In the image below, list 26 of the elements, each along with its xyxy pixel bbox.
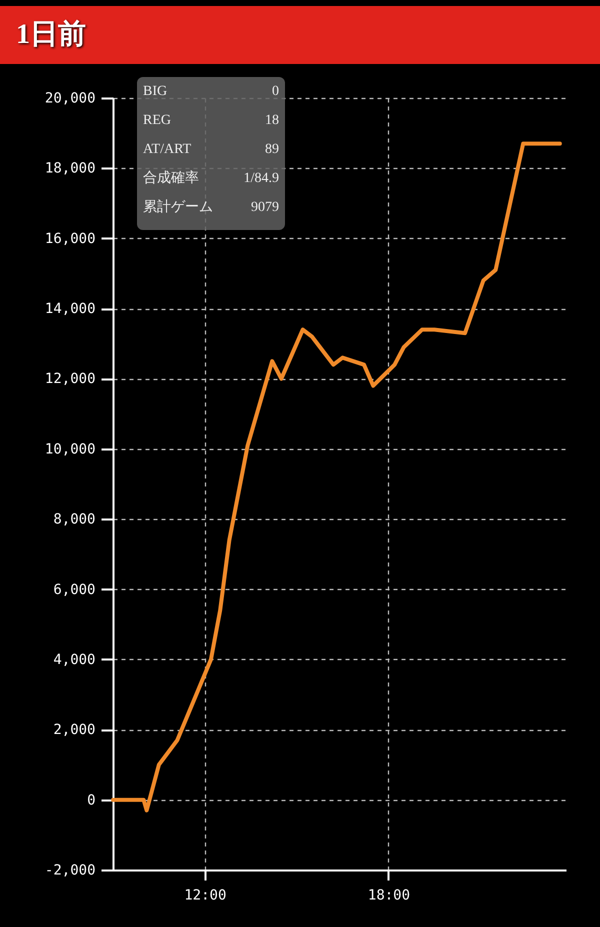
y-tick-label: 0 [87,792,96,808]
y-tick-label: -2,000 [44,862,96,878]
y-tick-label: 14,000 [44,301,96,318]
y-tick-label: 6,000 [53,582,96,598]
annotation: BIG [143,83,168,101]
y-tick-label: 2,000 [53,722,96,738]
y-tick-label: 10,000 [44,441,96,458]
line-series [111,142,562,812]
x-tick-label: 18:00 [368,888,410,904]
y-tick-label: 4,000 [53,652,96,668]
y-tick-label: 12,000 [44,371,96,388]
y-tick-label: 8,000 [53,512,96,528]
annotation: 合成確率 [143,169,199,188]
annotation: REG [143,112,171,130]
y-tick-label: 20,000 [44,90,96,106]
chart-title: 1日前 [0,6,600,64]
annotation: 89 [265,141,279,159]
x-tick-label: 12:00 [184,888,226,904]
annotation: 18 [265,112,279,130]
annotation: 累計ゲーム [143,198,213,217]
annotation: 0 [272,83,279,101]
annotation: 1/84.9 [244,170,279,188]
annotation: AT/ART [143,141,192,159]
y-tick-label: 16,000 [44,230,96,247]
y-tick-label: 18,000 [44,160,96,177]
annotation: 9079 [251,199,279,217]
